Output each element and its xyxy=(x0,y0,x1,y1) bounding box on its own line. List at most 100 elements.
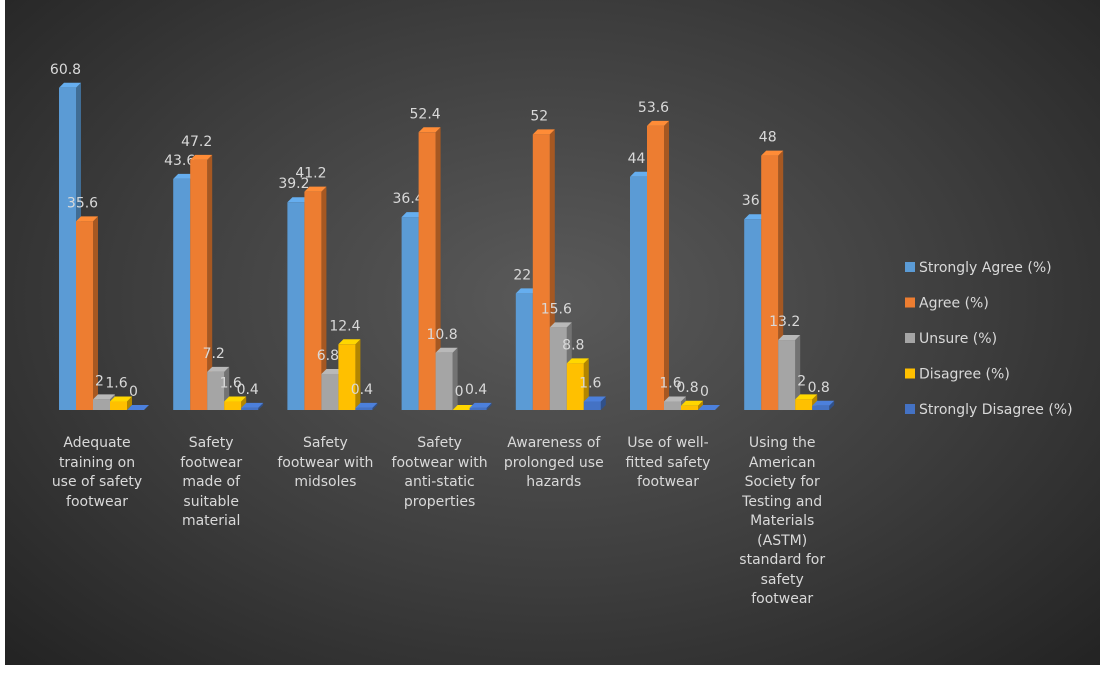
bar-top xyxy=(452,405,475,410)
bar-top xyxy=(664,396,686,402)
value-label: 12.4 xyxy=(329,318,360,334)
bar-top xyxy=(515,288,538,294)
value-label: 13.2 xyxy=(769,314,800,330)
value-label: 6.8 xyxy=(317,348,339,364)
bar xyxy=(401,217,419,410)
bar xyxy=(515,293,533,410)
bar xyxy=(795,399,813,410)
bar xyxy=(566,363,584,410)
bar-top xyxy=(401,212,424,218)
bar-top xyxy=(630,171,652,177)
bar-top xyxy=(469,402,492,408)
value-label: 0.4 xyxy=(465,382,487,398)
value-label: 36 xyxy=(742,193,760,209)
bar-top xyxy=(190,154,213,160)
bar xyxy=(304,191,322,410)
bar-top xyxy=(647,120,669,126)
bar-top xyxy=(418,127,441,133)
bar-side xyxy=(664,120,669,411)
bar-top xyxy=(761,150,784,156)
bar-top xyxy=(304,186,327,192)
bar-side xyxy=(207,154,213,410)
bar-side xyxy=(355,339,361,410)
bar-side xyxy=(698,400,703,410)
bar xyxy=(241,407,259,410)
bar xyxy=(778,340,796,410)
bar xyxy=(418,132,436,410)
value-label: 0 xyxy=(129,384,138,400)
x-tick-label: Safety footwear with midsoles xyxy=(277,435,374,490)
bar xyxy=(664,401,681,410)
bar xyxy=(681,405,698,410)
bar-top xyxy=(76,216,98,222)
value-label: 39.2 xyxy=(278,176,309,192)
bar xyxy=(110,401,127,410)
legend-swatch xyxy=(905,333,915,343)
x-tick-label: Awareness of prolonged use hazards xyxy=(503,435,604,490)
bar-top xyxy=(287,197,310,203)
bar xyxy=(744,219,762,410)
bar xyxy=(812,405,830,410)
x-tick-label: Use of well-fitted safety footwear xyxy=(625,435,711,490)
x-tick-label: Adequate training on use of safety footw… xyxy=(51,435,143,510)
value-label: 10.8 xyxy=(427,327,458,343)
value-label: 7.2 xyxy=(203,346,225,362)
bar xyxy=(224,401,242,410)
value-label: 43.6 xyxy=(164,153,195,169)
bar xyxy=(321,373,339,410)
bar xyxy=(435,352,453,410)
bar-top xyxy=(812,400,835,406)
value-label: 44 xyxy=(628,151,646,167)
value-label: 0.8 xyxy=(676,380,698,396)
x-tick-label: Safety footwear made of suitable materia… xyxy=(180,435,243,529)
bar-side xyxy=(795,335,801,410)
bar xyxy=(207,371,225,410)
bar xyxy=(338,344,356,410)
bar xyxy=(355,407,373,410)
value-label: 1.6 xyxy=(659,376,681,392)
value-label: 2 xyxy=(95,373,104,389)
bar xyxy=(647,125,664,411)
bar-top xyxy=(110,396,132,402)
bar xyxy=(761,155,779,410)
bar-top xyxy=(173,173,196,179)
legend-label: Unsure (%) xyxy=(919,331,997,347)
bar-top xyxy=(549,322,572,328)
bar-top xyxy=(532,129,555,135)
bar-side xyxy=(452,347,458,410)
value-label: 1.6 xyxy=(220,376,242,392)
value-label: 0 xyxy=(455,384,464,400)
legend-label: Disagree (%) xyxy=(919,367,1010,383)
value-label: 0.8 xyxy=(808,380,830,396)
value-label: 60.8 xyxy=(50,62,81,78)
value-label: 0.4 xyxy=(237,382,259,398)
bar-top xyxy=(321,368,344,374)
value-label: 52.4 xyxy=(410,106,441,122)
value-label: 1.6 xyxy=(105,376,127,392)
bar-top xyxy=(224,396,247,402)
bar-top xyxy=(355,402,378,408)
legend-label: Strongly Disagree (%) xyxy=(919,402,1073,418)
bar-top xyxy=(744,214,767,220)
value-label: 53.6 xyxy=(638,100,669,116)
value-label: 47.2 xyxy=(181,134,212,150)
bar-side xyxy=(127,396,132,410)
bar-side xyxy=(829,400,835,410)
value-label: 0 xyxy=(700,384,709,400)
x-tick-label: Safety footwear with anti-static propert… xyxy=(391,435,488,510)
bar xyxy=(59,87,76,410)
bar-top xyxy=(207,366,230,372)
bar-top xyxy=(59,82,81,88)
value-label: 22 xyxy=(513,267,531,283)
value-label: 48 xyxy=(759,130,777,146)
bar-side xyxy=(600,396,606,410)
bar-top xyxy=(583,396,606,402)
legend-label: Agree (%) xyxy=(919,296,989,312)
bar-side xyxy=(258,402,264,410)
value-label: 1.6 xyxy=(579,376,601,392)
bar xyxy=(532,134,550,410)
bar-top xyxy=(681,400,703,406)
bar-top xyxy=(338,339,361,345)
value-label: 2 xyxy=(797,373,806,389)
